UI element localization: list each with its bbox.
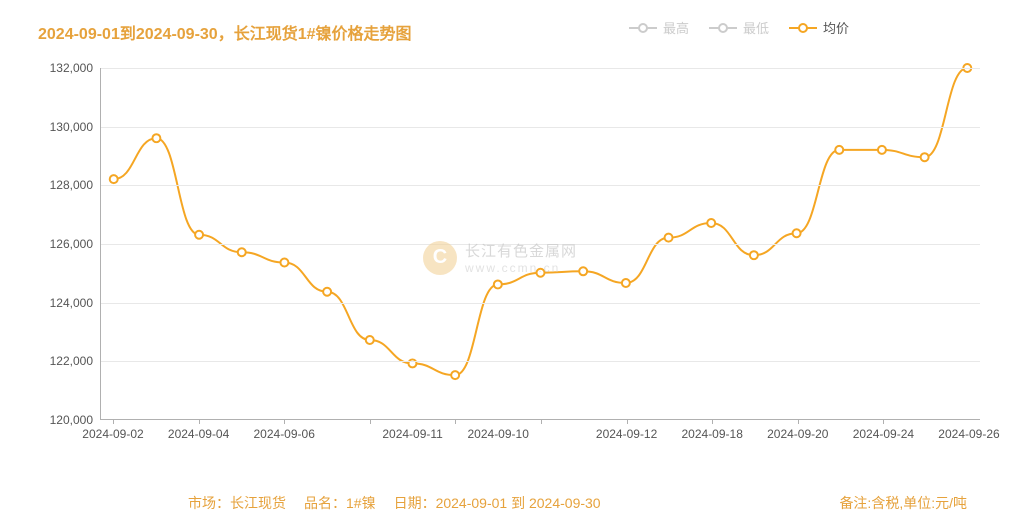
data-point[interactable]: [579, 267, 587, 275]
x-axis-label: 2024-09-02: [82, 427, 143, 441]
legend-item-high[interactable]: 最高: [629, 18, 689, 37]
data-point[interactable]: [878, 146, 886, 154]
x-tick: [113, 419, 114, 424]
legend-label: 最低: [743, 18, 769, 37]
x-axis-label: 2024-09-11: [382, 427, 443, 441]
data-point[interactable]: [750, 251, 758, 259]
x-tick: [883, 419, 884, 424]
data-point[interactable]: [195, 231, 203, 239]
y-gridline: [101, 244, 980, 245]
y-gridline: [101, 185, 980, 186]
x-axis-label: 2024-09-12: [596, 427, 657, 441]
chart-area: 120,000 122,000 124,000 126,000 128,000 130,0…: [38, 60, 998, 460]
data-point[interactable]: [110, 175, 118, 183]
data-point[interactable]: [238, 248, 246, 256]
x-tick: [455, 419, 456, 424]
legend-item-low[interactable]: 最低: [709, 18, 769, 37]
y-axis-label: 126,000: [37, 237, 93, 251]
footer-note: 备注:含税,单位:元/吨: [839, 493, 967, 513]
legend-marker-icon: [789, 21, 817, 35]
legend-marker-icon: [709, 21, 737, 35]
y-gridline: [101, 127, 980, 128]
y-axis-label: 132,000: [37, 61, 93, 75]
data-point[interactable]: [921, 153, 929, 161]
x-axis-label: 2024-09-06: [253, 427, 314, 441]
legend-marker-icon: [629, 21, 657, 35]
data-point[interactable]: [793, 229, 801, 237]
footer-date: 日期：2024-09-01 到 2024-09-30: [394, 493, 601, 513]
chart-title: 2024-09-01到2024-09-30，长江现货1#镍价格走势图: [38, 20, 412, 44]
y-gridline: [101, 68, 980, 69]
data-point[interactable]: [494, 280, 502, 288]
x-tick: [199, 419, 200, 424]
x-tick: [541, 419, 542, 424]
x-axis-label: 2024-09-18: [681, 427, 742, 441]
y-gridline: [101, 361, 980, 362]
legend-label: 最高: [663, 18, 689, 37]
data-point[interactable]: [280, 259, 288, 267]
y-axis-label: 130,000: [37, 120, 93, 134]
chart-header: 2024-09-01到2024-09-30，长江现货1#镍价格走势图 最高 最低…: [38, 18, 989, 46]
x-axis-label: 2024-09-24: [853, 427, 914, 441]
footer-market: 市场：长江现货: [188, 493, 286, 513]
legend: 最高 最低 均价: [629, 18, 849, 37]
data-point[interactable]: [323, 288, 331, 296]
data-point[interactable]: [707, 219, 715, 227]
x-axis-label: 2024-09-20: [767, 427, 828, 441]
legend-label: 均价: [823, 18, 849, 37]
data-point[interactable]: [835, 146, 843, 154]
x-tick: [284, 419, 285, 424]
x-axis-label: 2024-09-26: [938, 427, 999, 441]
y-axis-label: 122,000: [37, 354, 93, 368]
x-axis-label: 2024-09-10: [467, 427, 528, 441]
plot-area: 120,000122,000124,000126,000128,000130,0…: [100, 68, 980, 420]
y-axis-label: 120,000: [37, 413, 93, 427]
data-point[interactable]: [665, 234, 673, 242]
y-axis-label: 128,000: [37, 178, 93, 192]
data-point[interactable]: [152, 134, 160, 142]
legend-item-avg[interactable]: 均价: [789, 18, 849, 37]
footer-product: 品名：1#镍: [304, 493, 376, 513]
y-axis-label: 124,000: [37, 296, 93, 310]
x-axis-label: 2024-09-04: [168, 427, 229, 441]
chart-footer: 市场：长江现货 品名：1#镍 日期：2024-09-01 到 2024-09-3…: [38, 493, 989, 513]
data-point[interactable]: [537, 269, 545, 277]
data-point[interactable]: [366, 336, 374, 344]
x-tick: [798, 419, 799, 424]
data-point[interactable]: [451, 371, 459, 379]
avg-line: [114, 68, 968, 375]
x-tick: [370, 419, 371, 424]
data-point[interactable]: [622, 279, 630, 287]
y-gridline: [101, 303, 980, 304]
x-tick: [712, 419, 713, 424]
x-tick: [627, 419, 628, 424]
